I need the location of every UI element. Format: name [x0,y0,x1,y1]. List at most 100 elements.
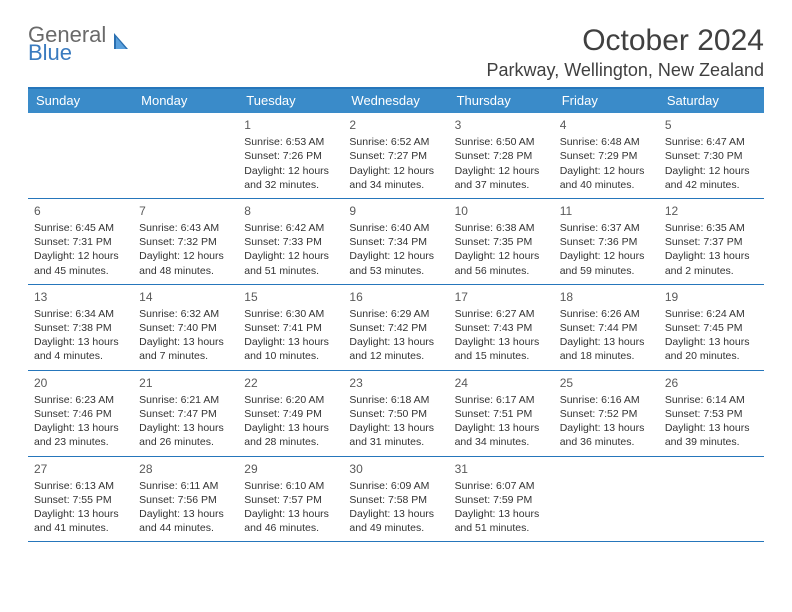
sunset-line: Sunset: 7:56 PM [139,493,232,507]
sunset-line: Sunset: 7:58 PM [349,493,442,507]
sunset-line: Sunset: 7:43 PM [455,321,548,335]
dow-header: Monday [133,89,238,113]
daylight-line: Daylight: 13 hours and 51 minutes. [455,507,548,535]
day-cell: 1Sunrise: 6:53 AMSunset: 7:26 PMDaylight… [238,113,343,199]
daylight-line: Daylight: 13 hours and 26 minutes. [139,421,232,449]
day-number: 11 [560,203,653,219]
day-cell: 6Sunrise: 6:45 AMSunset: 7:31 PMDaylight… [28,199,133,285]
day-cell: 28Sunrise: 6:11 AMSunset: 7:56 PMDayligh… [133,457,238,543]
location-subtitle: Parkway, Wellington, New Zealand [487,60,764,81]
daylight-line: Daylight: 12 hours and 53 minutes. [349,249,442,277]
empty-cell [133,113,238,199]
dow-header: Tuesday [238,89,343,113]
empty-cell [554,457,659,543]
day-cell: 30Sunrise: 6:09 AMSunset: 7:58 PMDayligh… [343,457,448,543]
sunrise-line: Sunrise: 6:26 AM [560,307,653,321]
sunset-line: Sunset: 7:55 PM [34,493,127,507]
day-cell: 27Sunrise: 6:13 AMSunset: 7:55 PMDayligh… [28,457,133,543]
day-cell: 10Sunrise: 6:38 AMSunset: 7:35 PMDayligh… [449,199,554,285]
day-number: 20 [34,375,127,391]
sunrise-line: Sunrise: 6:29 AM [349,307,442,321]
sunset-line: Sunset: 7:40 PM [139,321,232,335]
sunset-line: Sunset: 7:35 PM [455,235,548,249]
dow-header: Wednesday [343,89,448,113]
day-number: 29 [244,461,337,477]
day-cell: 19Sunrise: 6:24 AMSunset: 7:45 PMDayligh… [659,285,764,371]
brand-logo: General Blue [28,24,136,64]
page-header: General Blue October 2024 Parkway, Welli… [28,24,764,81]
sunset-line: Sunset: 7:36 PM [560,235,653,249]
sunset-line: Sunset: 7:38 PM [34,321,127,335]
sunrise-line: Sunrise: 6:38 AM [455,221,548,235]
day-number: 2 [349,117,442,133]
day-cell: 11 Sunrise: 6:37 AMSunset: 7:36 PMDayligh… [554,199,659,285]
day-cell: 31Sunrise: 6:07 AMSunset: 7:59 PMDayligh… [449,457,554,543]
empty-cell [659,457,764,543]
sunrise-line: Sunrise: 6:43 AM [139,221,232,235]
day-cell: 29Sunrise: 6:10 AMSunset: 7:57 PMDayligh… [238,457,343,543]
day-cell: 21Sunrise: 6:21 AMSunset: 7:47 PMDayligh… [133,371,238,457]
sunset-line: Sunset: 7:28 PM [455,149,548,163]
dow-header: Friday [554,89,659,113]
day-cell: 3Sunrise: 6:50 AMSunset: 7:28 PMDaylight… [449,113,554,199]
sunset-line: Sunset: 7:44 PM [560,321,653,335]
daylight-line: Daylight: 13 hours and 31 minutes. [349,421,442,449]
sunrise-line: Sunrise: 6:14 AM [665,393,758,407]
day-cell: 13Sunrise: 6:34 AMSunset: 7:38 PMDayligh… [28,285,133,371]
sunset-line: Sunset: 7:51 PM [455,407,548,421]
day-number: 18 [560,289,653,305]
daylight-line: Daylight: 13 hours and 44 minutes. [139,507,232,535]
daylight-line: Daylight: 12 hours and 48 minutes. [139,249,232,277]
daylight-line: Daylight: 12 hours and 51 minutes. [244,249,337,277]
daylight-line: Daylight: 13 hours and 15 minutes. [455,335,548,363]
sail-icon [110,29,136,60]
sunrise-line: Sunrise: 6:09 AM [349,479,442,493]
day-cell: 12Sunrise: 6:35 AMSunset: 7:37 PMDayligh… [659,199,764,285]
sunrise-line: Sunrise: 6:50 AM [455,135,548,149]
sunset-line: Sunset: 7:37 PM [665,235,758,249]
sunrise-line: Sunrise: 6:13 AM [34,479,127,493]
day-cell: 4Sunrise: 6:48 AMSunset: 7:29 PMDaylight… [554,113,659,199]
sunset-line: Sunset: 7:26 PM [244,149,337,163]
sunrise-line: Sunrise: 6:18 AM [349,393,442,407]
day-cell: 24Sunrise: 6:17 AMSunset: 7:51 PMDayligh… [449,371,554,457]
sunrise-line: Sunrise: 6:35 AM [665,221,758,235]
sunset-line: Sunset: 7:27 PM [349,149,442,163]
sunrise-line: Sunrise: 6:10 AM [244,479,337,493]
sunrise-line: Sunrise: 6:34 AM [34,307,127,321]
brand-text: General Blue [28,24,106,64]
sunrise-line: Sunrise: 6:07 AM [455,479,548,493]
sunrise-line: Sunrise: 6:47 AM [665,135,758,149]
day-number: 7 [139,203,232,219]
daylight-line: Daylight: 12 hours and 32 minutes. [244,164,337,192]
day-number: 14 [139,289,232,305]
day-number: 1 [244,117,337,133]
dow-header: Saturday [659,89,764,113]
sunset-line: Sunset: 7:41 PM [244,321,337,335]
sunrise-line: Sunrise: 6:37 AM [560,221,653,235]
daylight-line: Daylight: 12 hours and 59 minutes. [560,249,653,277]
day-cell: 22Sunrise: 6:20 AMSunset: 7:49 PMDayligh… [238,371,343,457]
day-cell: 16Sunrise: 6:29 AMSunset: 7:42 PMDayligh… [343,285,448,371]
daylight-line: Daylight: 12 hours and 45 minutes. [34,249,127,277]
sunset-line: Sunset: 7:30 PM [665,149,758,163]
sunrise-line: Sunrise: 6:20 AM [244,393,337,407]
sunset-line: Sunset: 7:34 PM [349,235,442,249]
daylight-line: Daylight: 12 hours and 56 minutes. [455,249,548,277]
day-cell: 18Sunrise: 6:26 AMSunset: 7:44 PMDayligh… [554,285,659,371]
sunset-line: Sunset: 7:46 PM [34,407,127,421]
daylight-line: Daylight: 13 hours and 4 minutes. [34,335,127,363]
daylight-line: Daylight: 13 hours and 28 minutes. [244,421,337,449]
sunrise-line: Sunrise: 6:24 AM [665,307,758,321]
sunset-line: Sunset: 7:53 PM [665,407,758,421]
title-block: October 2024 Parkway, Wellington, New Ze… [487,24,764,81]
sunset-line: Sunset: 7:52 PM [560,407,653,421]
sunrise-line: Sunrise: 6:30 AM [244,307,337,321]
day-number: 5 [665,117,758,133]
day-number: 8 [244,203,337,219]
daylight-line: Daylight: 13 hours and 46 minutes. [244,507,337,535]
day-number: 17 [455,289,548,305]
sunrise-line: Sunrise: 6:21 AM [139,393,232,407]
sunset-line: Sunset: 7:42 PM [349,321,442,335]
daylight-line: Daylight: 12 hours and 34 minutes. [349,164,442,192]
